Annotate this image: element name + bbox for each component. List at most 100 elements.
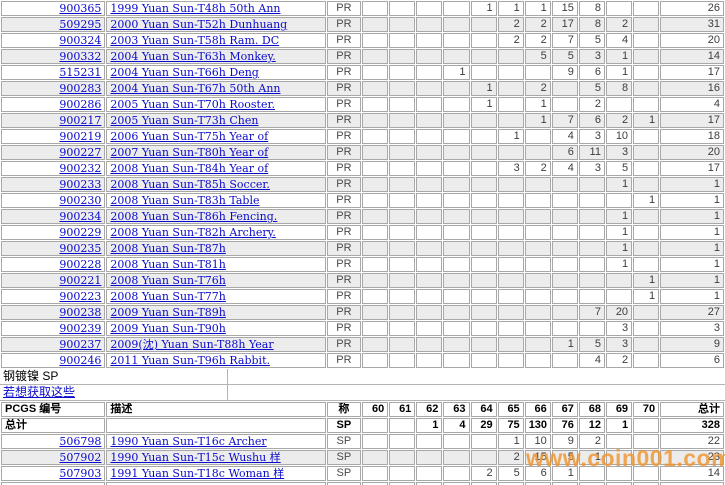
- pcgs-number-link[interactable]: 900237: [1, 337, 106, 352]
- row-total: 1: [660, 273, 724, 288]
- grade-count-cell: [443, 1, 470, 16]
- pcgs-number-link[interactable]: 900221: [1, 273, 106, 288]
- header-grade-70: 70: [633, 402, 660, 417]
- pcgs-number-link[interactable]: 900229: [1, 225, 106, 240]
- coin-description-link[interactable]: 1990 Yuan Sun-T15c Wushu 样: [106, 450, 326, 465]
- row-total: 4: [660, 97, 724, 112]
- pcgs-number-link[interactable]: 900227: [1, 145, 106, 160]
- grade-count-cell: [470, 434, 497, 449]
- grade-count-cell: [524, 273, 551, 288]
- grade-count-cell: [362, 450, 389, 465]
- pcgs-number-link[interactable]: 900324: [1, 33, 106, 48]
- grade-prefix: PR: [326, 337, 362, 352]
- coin-description-link[interactable]: 1991 Yuan Sun-T18c Woman 样: [106, 466, 326, 481]
- coin-description-link[interactable]: 1999 Yuan Sun-T48h 50th Ann: [106, 1, 326, 16]
- coin-description-link[interactable]: 2009(沈) Yuan Sun-T88h Year: [106, 337, 326, 352]
- pcgs-number-link[interactable]: 506798: [1, 434, 106, 449]
- grade-count-cell: 4: [443, 418, 470, 433]
- coin-description-link[interactable]: 2011 Yuan Sun-T96h Rabbit.: [106, 353, 326, 368]
- grade-count-cell: [443, 289, 470, 304]
- grade-count-cell: [443, 97, 470, 112]
- coin-description-link[interactable]: 2005 Yuan Sun-T73h Chen: [106, 113, 326, 128]
- pcgs-number-link[interactable]: 900230: [1, 193, 106, 208]
- grade-count-cell: [389, 289, 416, 304]
- grade-prefix: SP: [326, 418, 362, 433]
- grade-prefix: PR: [326, 241, 362, 256]
- coin-description-link[interactable]: 2008 Yuan Sun-T76h: [106, 273, 326, 288]
- grade-count-cell: 1: [605, 209, 633, 224]
- pcgs-number-link[interactable]: 900235: [1, 241, 106, 256]
- table-row: 900238 2009 Yuan Sun-T89h PR 7 20 27: [1, 305, 724, 320]
- grade-count-cell: [470, 353, 497, 368]
- pcgs-number-link[interactable]: 900283: [1, 81, 106, 96]
- coin-description-link[interactable]: 2008 Yuan Sun-T87h: [106, 241, 326, 256]
- grade-count-cell: [416, 466, 443, 481]
- grade-count-cell: [605, 289, 633, 304]
- grade-count-cell: [443, 33, 470, 48]
- grade-count-cell: [389, 353, 416, 368]
- pcgs-number-link[interactable]: 900232: [1, 161, 106, 176]
- coin-description-link[interactable]: 2008 Yuan Sun-T83h Table: [106, 193, 326, 208]
- table-row: 900229 2008 Yuan Sun-T82h Archery. PR 1 1: [1, 225, 724, 240]
- coin-description-link[interactable]: 2004 Yuan Sun-T67h 50th Ann: [106, 81, 326, 96]
- coin-description-link[interactable]: 2008 Yuan Sun-T82h Archery.: [106, 225, 326, 240]
- coin-description-link[interactable]: 2008 Yuan Sun-T84h Year of: [106, 161, 326, 176]
- grade-count-cell: [470, 257, 497, 272]
- grade-count-cell: [551, 289, 578, 304]
- pcgs-number-link[interactable]: 900286: [1, 97, 106, 112]
- grade-count-cell: 4: [605, 33, 633, 48]
- grade-count-cell: [416, 33, 443, 48]
- coin-description-link[interactable]: 2009 Yuan Sun-T90h: [106, 321, 326, 336]
- coin-description-link[interactable]: 2000 Yuan Sun-T52h Dunhuang: [106, 17, 326, 32]
- row-total: 1: [660, 209, 724, 224]
- coin-description-link[interactable]: 2005 Yuan Sun-T70h Rooster.: [106, 97, 326, 112]
- grade-count-cell: [470, 145, 497, 160]
- coin-description-link[interactable]: 2007 Yuan Sun-T80h Year of: [106, 145, 326, 160]
- pcgs-number-link[interactable]: 900239: [1, 321, 106, 336]
- row-total: 6: [660, 353, 724, 368]
- grade-count-cell: [362, 273, 389, 288]
- pcgs-number-link[interactable]: 900219: [1, 129, 106, 144]
- coin-description-link[interactable]: 2004 Yuan Sun-T66h Deng: [106, 65, 326, 80]
- coin-description-link[interactable]: 2008 Yuan Sun-T77h: [106, 289, 326, 304]
- grade-count-cell: [497, 81, 524, 96]
- coin-description-link[interactable]: 1990 Yuan Sun-T16c Archer: [106, 434, 326, 449]
- pcgs-number-link[interactable]: 900332: [1, 49, 106, 64]
- pcgs-number-link[interactable]: 900365: [1, 1, 106, 16]
- pcgs-number-link[interactable]: 900238: [1, 305, 106, 320]
- grade-count-cell: 2: [524, 81, 551, 96]
- header-grade-67: 67: [551, 402, 578, 417]
- grade-count-cell: [362, 289, 389, 304]
- grade-count-cell: 1: [551, 466, 578, 481]
- coin-description-link[interactable]: 2008 Yuan Sun-T85h Soccer.: [106, 177, 326, 192]
- empty-cell: [106, 482, 326, 485]
- grade-count-cell: [605, 434, 633, 449]
- table-row: 507902 1990 Yuan Sun-T15c Wushu 样 SP 2 15 5 1 2…: [1, 450, 724, 465]
- grade-count-cell: [470, 17, 497, 32]
- pcgs-number-link[interactable]: 900223: [1, 289, 106, 304]
- coin-description-link[interactable]: 2008 Yuan Sun-T86h Fencing.: [106, 209, 326, 224]
- grade-count-cell: [524, 353, 551, 368]
- grade-count-cell: 10: [524, 434, 551, 449]
- pcgs-number-link[interactable]: 900217: [1, 113, 106, 128]
- pcgs-number-link[interactable]: 900246: [1, 353, 106, 368]
- coin-description-link[interactable]: 2004 Yuan Sun-T63h Monkey.: [106, 49, 326, 64]
- pcgs-number-link[interactable]: 900228: [1, 257, 106, 272]
- coin-description-link[interactable]: 2006 Yuan Sun-T75h Year of: [106, 129, 326, 144]
- coin-description-link[interactable]: 2008 Yuan Sun-T81h: [106, 257, 326, 272]
- coin-description-link[interactable]: 2003 Yuan Sun-T58h Ram. DC: [106, 33, 326, 48]
- empty-cell: [660, 482, 724, 485]
- pcgs-number-link[interactable]: 900233: [1, 177, 106, 192]
- pcgs-number-link[interactable]: 507902: [1, 450, 106, 465]
- coin-description-link[interactable]: 2009 Yuan Sun-T89h: [106, 305, 326, 320]
- pcgs-number-link[interactable]: 509295: [1, 17, 106, 32]
- obtain-these-link[interactable]: 若想获取这些: [3, 385, 76, 399]
- grade-count-cell: [605, 466, 633, 481]
- grade-count-cell: [389, 257, 416, 272]
- totals-label: 总计: [1, 418, 106, 433]
- grade-count-cell: [416, 49, 443, 64]
- header-total: 总计: [660, 402, 724, 417]
- pcgs-number-link[interactable]: 900234: [1, 209, 106, 224]
- pcgs-number-link[interactable]: 507903: [1, 466, 106, 481]
- pcgs-number-link[interactable]: 515231: [1, 65, 106, 80]
